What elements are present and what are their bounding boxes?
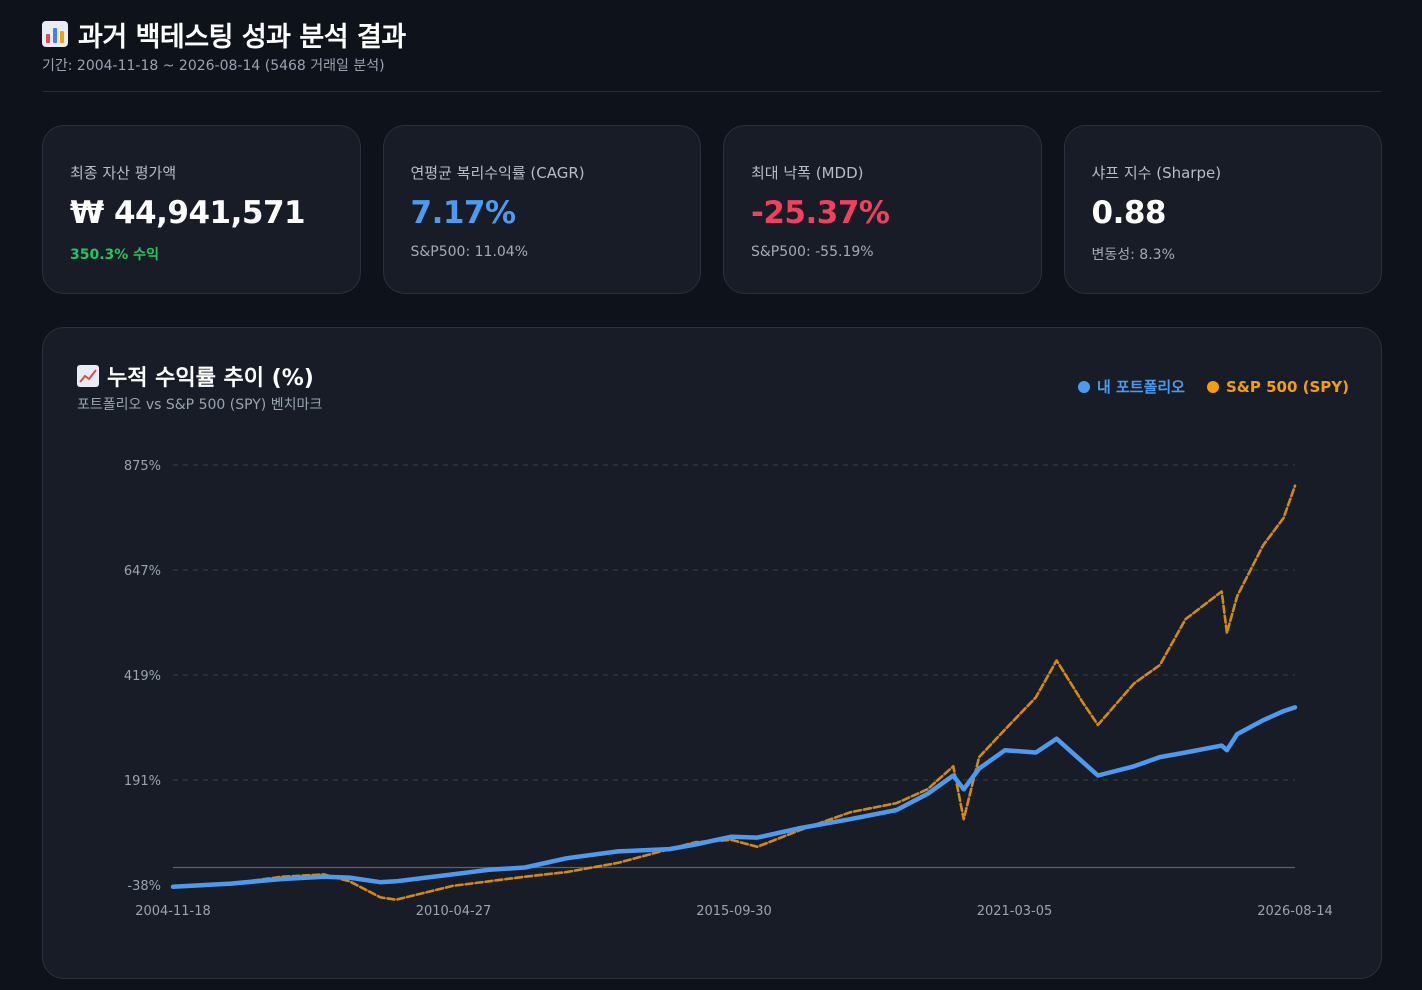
card-sub: 350.3% 수익 bbox=[70, 247, 159, 263]
trend-chart-icon bbox=[77, 365, 99, 387]
card-value: -25.37% bbox=[751, 195, 890, 231]
x-tick-label: 2004-11-18 bbox=[135, 904, 211, 919]
card-value: ₩ 44,941,571 bbox=[70, 195, 306, 231]
chart-title: 누적 수익률 추이 (%) bbox=[107, 366, 314, 391]
card-sharpe: 샤프 지수 (Sharpe) 0.88 변동성: 8.3% bbox=[1063, 125, 1382, 294]
card-label: 샤프 지수 (Sharpe) bbox=[1091, 164, 1222, 182]
y-tick-label: -38% bbox=[127, 879, 161, 894]
page-subtitle: 기간: 2004-11-18 ~ 2026-08-14 (5468 거래일 분석… bbox=[42, 58, 385, 74]
y-tick-label: 875% bbox=[124, 459, 161, 474]
card-label: 최종 자산 평가액 bbox=[70, 164, 177, 182]
y-tick-label: 419% bbox=[124, 669, 161, 684]
chart-subtitle: 포트폴리오 vs S&P 500 (SPY) 벤치마크 bbox=[77, 397, 323, 413]
card-mdd: 최대 낙폭 (MDD) -25.37% S&P500: -55.19% bbox=[723, 125, 1042, 294]
metric-cards: 최종 자산 평가액 ₩ 44,941,571 350.3% 수익 연평균 복리수… bbox=[42, 125, 1382, 294]
card-sub: S&P500: 11.04% bbox=[410, 244, 529, 260]
legend-dot-icon bbox=[1077, 380, 1090, 393]
bar-chart-icon bbox=[42, 21, 68, 47]
legend-label: S&P 500 (SPY) bbox=[1225, 377, 1349, 396]
chart-legend: 내 포트폴리오 S&P 500 (SPY) bbox=[1077, 376, 1349, 397]
card-cagr: 연평균 복리수익률 (CAGR) 7.17% S&P500: 11.04% bbox=[382, 125, 701, 294]
header-divider bbox=[42, 91, 1382, 92]
x-tick-label: 2015-09-30 bbox=[696, 904, 772, 919]
card-label: 최대 낙폭 (MDD) bbox=[751, 164, 864, 182]
x-tick-label: 2010-04-27 bbox=[416, 904, 492, 919]
card-sub: S&P500: -55.19% bbox=[751, 244, 874, 260]
legend-label: 내 포트폴리오 bbox=[1096, 378, 1185, 396]
x-tick-label: 2021-03-05 bbox=[977, 904, 1053, 919]
y-tick-label: 191% bbox=[124, 774, 161, 789]
page-header: 과거 백테스팅 성과 분석 결과 기간: 2004-11-18 ~ 2026-0… bbox=[42, 14, 1382, 75]
legend-item-spy[interactable]: S&P 500 (SPY) bbox=[1206, 376, 1349, 397]
card-value: 0.88 bbox=[1091, 195, 1167, 231]
card-value: 7.17% bbox=[410, 195, 517, 231]
legend-dot-icon bbox=[1206, 380, 1219, 393]
spy-line bbox=[171, 484, 1297, 902]
card-label: 연평균 복리수익률 (CAGR) bbox=[410, 164, 585, 182]
portfolio-line bbox=[170, 705, 1298, 890]
card-sub: 변동성: 8.3% bbox=[1091, 247, 1175, 263]
legend-item-portfolio[interactable]: 내 포트폴리오 bbox=[1077, 376, 1185, 397]
y-tick-label: 647% bbox=[124, 564, 161, 579]
card-final-value: 최종 자산 평가액 ₩ 44,941,571 350.3% 수익 bbox=[42, 125, 361, 294]
page-title: 과거 백테스팅 성과 분석 결과 bbox=[78, 21, 406, 53]
chart-panel: 875% 647% 419% 191% -38% 2004-11-18 2010-04-27… bbox=[42, 327, 1382, 979]
x-tick-label: 2026-08-14 bbox=[1257, 904, 1333, 919]
cumulative-return-chart: 875% 647% 419% 191% -38% 2004-11-18 2010-04-27… bbox=[124, 459, 1333, 919]
